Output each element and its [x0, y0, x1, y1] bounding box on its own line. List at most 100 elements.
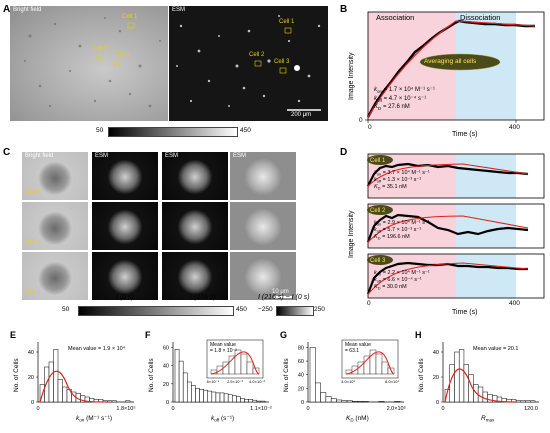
histogram-g-bar: [309, 347, 316, 403]
histogram-e-bar: [53, 349, 59, 403]
esm-label: ESM: [172, 7, 186, 13]
cell-1-image-col-2: ESM: [92, 152, 158, 200]
histogram-f-bar: [174, 349, 180, 403]
histogram-inset-bar: [246, 361, 254, 375]
histogram-f-bar: [260, 400, 266, 403]
panel-d-dissociation-bg-1: [456, 154, 516, 198]
histogram-f-bar: [252, 399, 258, 403]
panel-c-scale-bar: [274, 296, 292, 298]
histogram-inset-xtick: 8.0×10¹: [385, 379, 399, 384]
esm-scale-bar-label: 200 μm: [291, 112, 312, 118]
bf-cell-1-label: Cell 1: [122, 14, 138, 20]
histogram-ytick-label: 40: [163, 364, 169, 370]
panel-b-fit-curve: [367, 20, 536, 118]
histogram-xtick-label: 1.1×10⁻²: [250, 406, 272, 412]
histogram-h-bar: [463, 364, 469, 403]
panel-c-row-label-2: Cell 2: [25, 240, 41, 246]
histogram-e-bar: [111, 400, 117, 403]
histogram-h-bar: [520, 400, 526, 403]
histogram-ytick-label: 0: [31, 400, 34, 406]
panel-d-xtick-0: 0: [367, 300, 371, 307]
panel-d-cell-name-1: Cell 1: [370, 158, 386, 164]
cell-1-image-col-4: ESM: [230, 152, 296, 200]
histogram-e-mean: Mean value = 1.9 × 10⁴: [68, 345, 126, 352]
panel-d-kon-3: kon = 2.2 × 10⁴ M⁻¹ s⁻¹: [374, 269, 430, 277]
panel-a-colorbar-max: 450: [240, 127, 251, 134]
histogram-h-bar: [525, 400, 531, 403]
histogram-g: G No. of Cells 0 20 40 60 80 0 2.0×10³ KD (nM) Mea…: [280, 330, 406, 423]
histogram-e: E No. of Cells 0 20 40 0 1.8×10⁵ kon (M⁻¹ s⁻¹) M…: [10, 330, 136, 423]
cell-3-image-col-3: [162, 252, 228, 300]
histogram-h-ylabel: No. of Cells: [418, 358, 425, 392]
panel-d-fit-curve-3: [367, 262, 529, 295]
panel-d-data-trace-2: [366, 213, 529, 243]
panel-b-xlabel: Time (s): [452, 131, 478, 138]
histogram-f-ylabel: No. of Cells: [148, 358, 155, 392]
histogram-f-mean: Mean value: [210, 342, 236, 348]
panel-a-colorbar: [108, 127, 238, 137]
panel-d-axes-3: [367, 253, 545, 299]
histogram-g-bar: [315, 382, 321, 403]
histogram-g-bar: [325, 396, 332, 403]
panel-c-col-header-4: ESM: [233, 153, 247, 159]
panel-d-xlabel: Time (s): [452, 309, 478, 316]
histogram-ytick-label: 0: [436, 400, 439, 406]
cell-2-image-col-4: [230, 202, 296, 250]
histogram-inset-xtick: 6×10⁻⁴: [207, 379, 220, 384]
histogram-f-bar: [227, 394, 233, 403]
esm-image: ESM Cell 1 Cell 2 Cell 3 200 μm: [169, 6, 328, 121]
histogram-f-bar: [182, 372, 188, 403]
cell-3-image-col-1: Cell 3: [22, 252, 88, 300]
histogram-f-bar: [178, 360, 184, 403]
histogram-ytick-label: 40: [28, 350, 34, 356]
bf-cell-2-label: Cell 2: [92, 46, 108, 52]
histogram-e-bar: [125, 400, 131, 403]
histogram-g-inset-fit: [345, 351, 395, 375]
histogram-g-bar: [357, 401, 364, 403]
panel-c-cb2-min: −250: [258, 306, 273, 313]
cell-3-image-col-2: [92, 252, 158, 300]
panel-h-label: H: [415, 330, 422, 340]
histogram-f-bar: [211, 391, 217, 403]
histogram-h-bar: [482, 391, 488, 403]
panel-d-koff-3: koff = 6.6 × 10⁻⁴ s⁻¹: [374, 276, 422, 284]
histogram-ytick-label: 0: [301, 400, 304, 406]
histogram-inset-xtick: 4.0×10¹: [341, 379, 355, 384]
panel-d-data-trace-1: [367, 162, 529, 187]
histogram-f-bar: [203, 389, 208, 403]
panel-c-row-label-3: Cell 3: [25, 290, 41, 296]
panel-b-axes: [367, 11, 545, 121]
histogram-f-bar: [232, 395, 237, 403]
histogram-g-mean-value: = 63.1: [345, 348, 359, 354]
panel-b-dissociation-label: Dissociation: [460, 13, 501, 22]
histogram-g-bar: [378, 401, 385, 403]
histogram-e-bar: [44, 366, 50, 403]
panel-d-koff-2: koff = 5.7 × 10⁻³ s⁻¹: [374, 227, 421, 234]
histogram-f-inset-fit: [210, 351, 260, 375]
esm-cell-1-label: Cell 1: [279, 19, 295, 25]
histogram-inset-bar: [228, 355, 236, 375]
panel-b-y-zero: 0: [359, 117, 363, 124]
histogram-g-bar: [352, 401, 358, 403]
histogram-g-mean: Mean value: [345, 342, 371, 348]
histogram-xtick-label: 0: [306, 406, 309, 412]
histogram-ytick-label: 60: [298, 359, 304, 365]
panel-g-label: G: [280, 330, 287, 340]
histogram-h-bar: [515, 400, 522, 403]
panel-b-ylabel: Image Intensity: [348, 52, 355, 100]
panel-c-col-header-3: ESM: [165, 153, 179, 159]
histogram-ytick-label: 20: [163, 382, 169, 388]
histogram-h-xlabel: Rmax: [481, 415, 495, 423]
panel-b-xtick-400: 400: [509, 124, 520, 131]
esm-speckles: [176, 15, 321, 111]
panel-d-xtick-400: 400: [509, 300, 520, 307]
histogram-inset-xtick: 2.5×10⁻³: [227, 379, 243, 384]
histogram-f-mean-value: = 1.8 × 10⁻³: [210, 348, 237, 354]
panel-c-cb2-max: 250: [314, 306, 325, 313]
histogram-ytick-label: 0: [166, 400, 169, 406]
panel-c-cb1-min: 50: [62, 306, 70, 313]
histogram-inset-bar: [381, 361, 389, 375]
histogram-e-xlabel: kon (M⁻¹ s⁻¹): [76, 415, 112, 423]
